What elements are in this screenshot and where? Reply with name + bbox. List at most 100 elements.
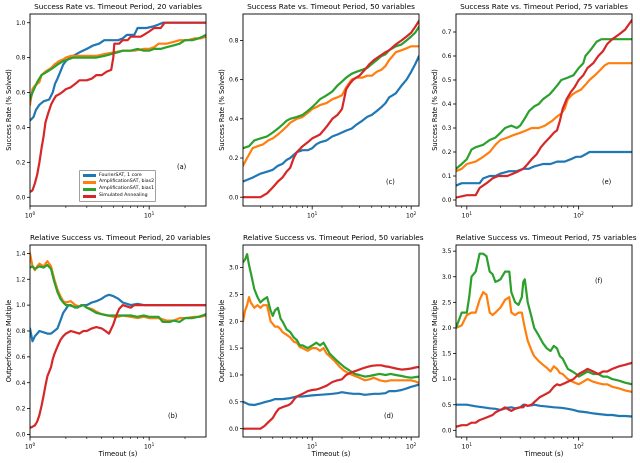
series-line-blue [456, 150, 632, 187]
series-line-orange [456, 62, 632, 173]
legend-swatch [83, 195, 96, 199]
y-tick-label: 0.4 [229, 116, 239, 123]
chart-title: Success Rate vs. Timeout Period, 75 vari… [460, 2, 628, 11]
y-tick-label: 0.0 [229, 426, 239, 433]
subplot-c: Success Rate vs. Timeout Period, 50 vari… [213, 0, 426, 231]
series-line-red [30, 21, 206, 194]
series-line-orange [456, 290, 632, 393]
y-tick-label: 0.2 [442, 149, 452, 156]
legend-swatch [83, 188, 96, 192]
x-tick-label: 102 [406, 442, 417, 451]
x-tick-label: 100 [25, 211, 36, 220]
series-line-orange [243, 295, 419, 385]
legend-item: AmplificationSAT, bias2 [83, 180, 155, 185]
x-tick-label: 101 [144, 442, 155, 451]
y-tick-label: 3.0 [229, 265, 239, 272]
x-tick-label: 102 [573, 211, 584, 220]
panel-label: (d) [384, 412, 394, 420]
y-tick-label: 0.6 [442, 53, 452, 60]
series-line-blue [243, 54, 419, 183]
series-line-red [456, 18, 632, 199]
y-tick-label: 0.4 [442, 101, 452, 108]
plot-canvas: 101 102 0.0 0.1 0.2 0.3 0.4 0.5 0.6 0.7 [442, 13, 633, 220]
x-tick-label: 101 [462, 211, 473, 220]
plot-canvas: 101 102 0.0 0.5 1.0 1.5 2.0 2.5 3.0 [229, 244, 420, 451]
axes-box [242, 13, 420, 207]
chart-title: Relative Success vs. Timeout Period, 20 … [30, 233, 211, 242]
x-tick-label: 102 [573, 442, 584, 451]
y-tick-label: 1.0 [16, 20, 26, 27]
y-tick-label: 2.5 [442, 299, 452, 306]
panel-label: (f) [595, 277, 603, 285]
series-line-green [30, 33, 206, 101]
legend-item: FourierSAT, 1 core [83, 172, 155, 179]
y-tick-label: 1.5 [442, 351, 452, 358]
axes-box [455, 244, 633, 438]
x-tick-label: 101 [144, 211, 155, 220]
subplot-e: Success Rate vs. Timeout Period, 75 vari… [426, 0, 639, 231]
y-tick-label: 0.0 [16, 432, 26, 439]
legend-item: AmplificationSAT, bias1 [83, 187, 155, 192]
legend-label: AmplificationSAT, bias2 [99, 179, 155, 185]
series-line-blue [456, 403, 632, 418]
axes-box [242, 244, 420, 438]
y-tick-label: 0.5 [442, 77, 452, 84]
y-tick-label: 1.2 [16, 276, 26, 283]
y-tick-label: 0.3 [442, 125, 452, 132]
y-tick-label: 0.0 [229, 194, 239, 201]
plot-canvas: 101 102 0.0 0.5 1.0 1.5 2.0 2.5 3.0 3.5 [442, 244, 633, 451]
subplot-b: Relative Success vs. Timeout Period, 20 … [0, 231, 213, 462]
panel-label: (e) [602, 178, 612, 186]
y-tick-label: 3.0 [442, 274, 452, 281]
y-tick-label: 0.0 [442, 197, 452, 204]
series-line-orange [30, 252, 206, 322]
y-tick-label: 2.0 [229, 318, 239, 325]
series-line-blue [243, 383, 419, 407]
x-tick-label: 101 [307, 211, 318, 220]
y-tick-label: 1.4 [16, 251, 26, 258]
legend-label: FourierSAT, 1 core [99, 172, 142, 178]
chart-title: Relative Success vs. Timeout Period, 50 … [243, 233, 424, 242]
x-axis-label: Timeout (s) [311, 450, 351, 458]
panel-label: (a) [177, 163, 187, 171]
y-tick-label: 0.6 [229, 77, 239, 84]
y-tick-label: 0.2 [16, 159, 26, 166]
y-tick-label: 0.2 [16, 406, 26, 413]
series-line-green [456, 252, 632, 386]
plot-canvas: 101 102 0.0 0.2 0.4 0.6 0.8 [229, 13, 420, 220]
axes-box [29, 13, 207, 207]
y-tick-label: 0.0 [16, 194, 26, 201]
x-tick-label: 102 [406, 211, 417, 220]
axes-box [455, 13, 633, 207]
y-tick-label: 3.5 [442, 248, 452, 255]
series-line-red [243, 19, 419, 199]
x-axis-label: Timeout (s) [98, 450, 138, 458]
series-line-red [30, 303, 206, 429]
y-tick-label: 0.4 [16, 125, 26, 132]
series-line-blue [30, 21, 206, 122]
x-tick-label: 101 [307, 442, 318, 451]
legend: FourierSAT, 1 core AmplificationSAT, bias… [79, 170, 156, 203]
panel-label: (b) [168, 412, 178, 420]
y-tick-label: 0.5 [229, 399, 239, 406]
legend-swatch [83, 181, 96, 185]
series-line-red [456, 361, 632, 428]
y-tick-label: 0.6 [16, 354, 26, 361]
y-tick-label: 0.6 [16, 90, 26, 97]
x-axis-label: Timeout (s) [524, 450, 564, 458]
y-tick-label: 0.0 [442, 427, 452, 434]
legend-label: AmplificationSAT, bias1 [99, 186, 155, 192]
y-tick-label: 1.0 [16, 302, 26, 309]
series-line-orange [243, 45, 419, 167]
subplot-f: Relative Success vs. Timeout Period, 75 … [426, 231, 639, 462]
y-tick-label: 2.5 [229, 292, 239, 299]
y-tick-label: 0.4 [16, 380, 26, 387]
legend-item: Simulated Annealing [83, 193, 155, 199]
legend-label: Simulated Annealing [99, 193, 148, 199]
subplot-d: Relative Success vs. Timeout Period, 50 … [213, 231, 426, 462]
y-tick-label: 0.2 [229, 155, 239, 162]
subplot-a: Success Rate vs. Timeout Period, 20 vari… [0, 0, 213, 231]
series-line-green [456, 38, 632, 170]
y-tick-label: 0.8 [16, 328, 26, 335]
